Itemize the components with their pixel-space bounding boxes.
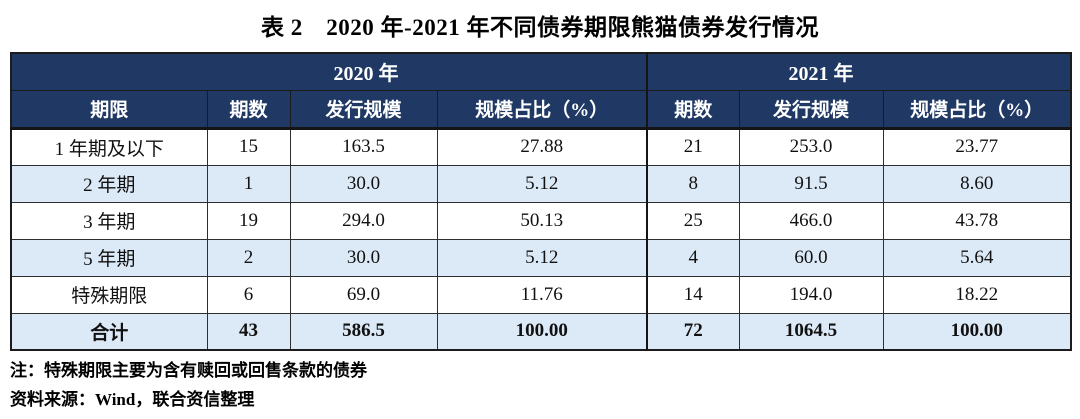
share-2021-cell: 18.22	[882, 275, 1072, 314]
table-row-2y: 2 年期 1 30.0 5.12 8 91.5 8.60	[10, 164, 1072, 203]
col-header-scale-2021: 发行规模	[738, 89, 884, 130]
panda-bond-issuance-table: 2020 年 2021 年 期限 期数 发行规模 规模占比（%） 期数 发行规模…	[10, 52, 1073, 351]
table-row-3y: 3 年期 19 294.0 50.13 25 466.0 43.78	[10, 201, 1072, 240]
term-cell: 1 年期及以下	[10, 127, 208, 166]
page-title: 表 2 2020 年-2021 年不同债券期限熊猫债券发行情况	[261, 15, 819, 40]
count-2021-cell: 14	[646, 275, 740, 314]
count-2021-cell: 21	[646, 127, 740, 166]
scale-2020-total: 586.5	[289, 312, 438, 351]
term-cell: 5 年期	[10, 238, 208, 277]
table-note: 注：特殊期限主要为含有赎回或回售条款的债券	[10, 361, 367, 380]
col-header-count-2021: 期数	[646, 89, 740, 130]
scale-2021-cell: 194.0	[738, 275, 884, 314]
bond-issuance-table-wrap: 2020 年 2021 年 期限 期数 发行规模 规模占比（%） 期数 发行规模…	[10, 52, 1073, 351]
total-row: 合计 43 586.5 100.00 72 1064.5 100.00	[10, 312, 1072, 351]
share-2020-cell: 27.88	[436, 127, 648, 166]
table-row-5y: 5 年期 2 30.0 5.12 4 60.0 5.64	[10, 238, 1072, 277]
share-2020-cell: 5.12	[436, 164, 648, 203]
count-2021-cell: 8	[646, 164, 740, 203]
count-2021-total: 72	[646, 312, 740, 351]
share-2021-cell: 43.78	[882, 201, 1072, 240]
count-2020-cell: 6	[206, 275, 291, 314]
scale-2020-cell: 294.0	[289, 201, 438, 240]
year-header-2021: 2021 年	[645, 52, 1072, 91]
share-2020-cell: 5.12	[436, 238, 648, 277]
term-cell-total: 合计	[10, 312, 208, 351]
year-header-row: 2020 年 2021 年	[10, 52, 1072, 91]
scale-2021-cell: 91.5	[738, 164, 884, 203]
footnotes: 注：特殊期限主要为含有赎回或回售条款的债券 资料来源：Wind，联合资信整理	[10, 356, 1070, 414]
scale-2020-cell: 30.0	[289, 238, 438, 277]
share-2020-cell: 11.76	[436, 275, 648, 314]
table-row-special: 特殊期限 6 69.0 11.76 14 194.0 18.22	[10, 275, 1072, 314]
share-2021-cell: 23.77	[882, 127, 1072, 166]
col-header-count-2020: 期数	[206, 89, 291, 130]
term-cell: 3 年期	[10, 201, 208, 240]
table-row-1y: 1 年期及以下 15 163.5 27.88 21 253.0 23.77	[10, 127, 1072, 166]
scale-2021-cell: 466.0	[738, 201, 884, 240]
count-2020-cell: 19	[206, 201, 291, 240]
share-2020-cell: 50.13	[436, 201, 648, 240]
scale-2020-cell: 163.5	[289, 127, 438, 166]
scale-2021-cell: 60.0	[738, 238, 884, 277]
count-2020-total: 43	[206, 312, 291, 351]
share-2021-cell: 5.64	[882, 238, 1072, 277]
count-2021-cell: 25	[646, 201, 740, 240]
col-header-scale-2020: 发行规模	[289, 89, 438, 130]
share-2021-total: 100.00	[882, 312, 1072, 351]
share-2020-total: 100.00	[436, 312, 648, 351]
term-cell: 特殊期限	[10, 275, 208, 314]
scale-2020-cell: 30.0	[289, 164, 438, 203]
data-source: 资料来源：Wind，联合资信整理	[10, 390, 255, 409]
scale-2021-cell: 253.0	[738, 127, 884, 166]
term-cell: 2 年期	[10, 164, 208, 203]
col-header-share-2020: 规模占比（%）	[436, 89, 648, 130]
scale-2021-total: 1064.5	[738, 312, 884, 351]
scale-2020-cell: 69.0	[289, 275, 438, 314]
year-header-2020: 2020 年	[10, 52, 648, 91]
count-2020-cell: 1	[206, 164, 291, 203]
count-2020-cell: 2	[206, 238, 291, 277]
column-header-row: 期限 期数 发行规模 规模占比（%） 期数 发行规模 规模占比（%）	[10, 89, 1072, 130]
count-2021-cell: 4	[646, 238, 740, 277]
col-header-term: 期限	[10, 89, 208, 130]
col-header-share-2021: 规模占比（%）	[882, 89, 1072, 130]
share-2021-cell: 8.60	[882, 164, 1072, 203]
count-2020-cell: 15	[206, 127, 291, 166]
